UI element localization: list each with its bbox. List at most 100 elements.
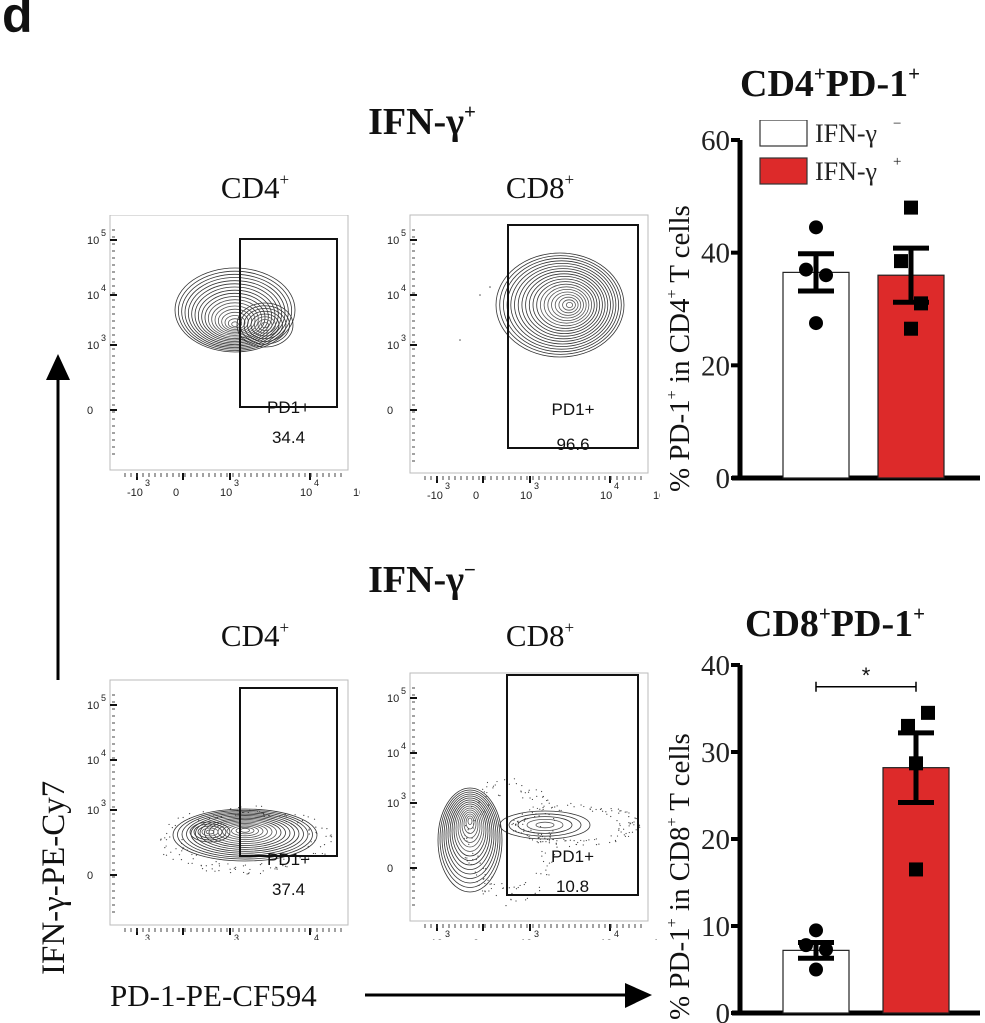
event-dot	[539, 815, 540, 816]
x-tick-label: 10	[520, 938, 532, 940]
event-dot	[525, 899, 526, 900]
contour-line	[509, 814, 581, 836]
plot-frame	[110, 680, 348, 925]
event-dot	[632, 832, 633, 833]
event-dot	[260, 873, 261, 874]
contour-line	[468, 818, 472, 825]
event-dot	[173, 859, 174, 860]
event-dot	[331, 836, 332, 837]
y-tick-label: 40	[701, 238, 730, 270]
pd1-gate	[240, 688, 337, 856]
event-dot	[496, 781, 497, 782]
event-dot	[324, 844, 325, 845]
x-tick-label: -10	[127, 487, 143, 499]
event-dot	[295, 814, 296, 815]
y-tick-exponent: 4	[101, 748, 106, 758]
event-dot	[522, 824, 523, 825]
data-point-square	[901, 719, 915, 733]
event-dot	[511, 824, 512, 825]
event-dot	[549, 803, 550, 804]
event-dot	[302, 820, 303, 821]
event-dot	[465, 857, 466, 858]
event-dot	[521, 791, 522, 792]
x-tick-exponent: 3	[234, 933, 239, 940]
subtitle-cd8-ifn-neg: CD8+	[440, 618, 640, 654]
panel-letter: d	[2, 0, 33, 44]
event-dot	[596, 844, 597, 845]
event-dot	[615, 840, 616, 841]
x-tick-label: -10	[427, 490, 443, 502]
y-tick-label: 0	[716, 998, 731, 1023]
event-dot	[235, 869, 236, 870]
event-dot	[183, 817, 184, 818]
event-dot	[583, 806, 584, 807]
event-dot	[491, 883, 492, 884]
x-tick-exponent: 3	[534, 481, 539, 491]
y-tick-label: 10	[387, 235, 399, 247]
event-dot	[201, 865, 202, 866]
event-dot	[309, 828, 310, 829]
event-dot	[163, 854, 164, 855]
event-dot	[636, 818, 637, 819]
event-dot	[626, 811, 627, 812]
event-dot	[561, 810, 562, 811]
data-point-square	[904, 201, 918, 215]
contour-line	[566, 302, 572, 307]
event-dot	[261, 863, 262, 864]
y-tick-label: 0	[87, 870, 93, 882]
gate-percentage-value: 34.4	[272, 428, 305, 447]
y-tick-exponent: 4	[401, 741, 406, 751]
event-dot	[543, 796, 544, 797]
y-tick-label: 10	[87, 340, 99, 352]
y-tick-exponent: 3	[401, 791, 406, 801]
subtitle-cd8-ifn-pos: CD8+	[440, 170, 640, 206]
event-dot	[633, 821, 634, 822]
event-dot	[313, 853, 314, 854]
event-dot	[260, 864, 261, 865]
y-tick-exponent: 5	[401, 686, 406, 696]
y-tick-label: 10	[87, 755, 99, 767]
event-dot	[166, 833, 167, 834]
event-dot	[489, 884, 490, 885]
event-dot	[583, 840, 584, 841]
event-dot	[518, 887, 519, 888]
bar-ifn-neg	[783, 272, 849, 478]
event-dot	[468, 829, 469, 830]
event-dot	[495, 784, 496, 785]
event-dot	[489, 286, 491, 288]
event-dot	[164, 847, 165, 848]
event-dot	[486, 786, 487, 787]
event-dot	[636, 829, 637, 830]
event-dot	[529, 809, 530, 810]
event-dot	[216, 861, 217, 862]
legend-label-sup: +	[893, 154, 901, 170]
event-dot	[629, 823, 630, 824]
data-point-circle	[809, 316, 823, 330]
event-dot	[628, 836, 629, 837]
x-axis-arrow	[360, 980, 660, 1014]
x-tick-exponent: 3	[445, 929, 450, 939]
event-dot	[243, 865, 244, 866]
gate-name-label: PD1+	[267, 850, 310, 869]
event-dot	[540, 841, 541, 842]
legend-label: IFN-γ	[815, 157, 877, 186]
event-dot	[243, 872, 244, 873]
event-dot	[539, 890, 540, 891]
y-tick-label: 60	[701, 125, 730, 157]
event-dot	[191, 854, 192, 855]
y-tick-exponent: 3	[401, 333, 406, 343]
event-dot	[629, 825, 630, 826]
event-dot	[480, 863, 481, 864]
data-point-square	[921, 706, 935, 720]
legend-label: IFN-γ	[815, 120, 877, 148]
legend-label-sup: −	[893, 120, 901, 132]
event-dot	[491, 888, 492, 889]
x-tick-label: 10	[653, 490, 660, 502]
event-dot	[249, 872, 250, 873]
event-dot	[487, 880, 488, 881]
data-point-circle	[809, 220, 823, 234]
event-dot	[218, 870, 219, 871]
event-dot	[496, 895, 497, 896]
event-dot	[532, 799, 533, 800]
x-tick-exponent: 3	[445, 481, 450, 491]
